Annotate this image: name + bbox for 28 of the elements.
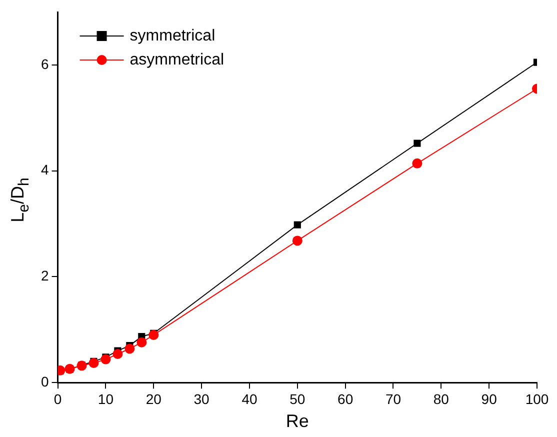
point xyxy=(414,140,421,147)
y-tick-label: 2 xyxy=(40,268,49,284)
x-tick-label: 90 xyxy=(481,390,498,407)
y-tick-label: 6 xyxy=(40,56,49,72)
point xyxy=(294,221,301,228)
x-tick-label: 80 xyxy=(433,390,450,407)
x-tick-label: 50 xyxy=(290,390,306,407)
point xyxy=(100,354,111,364)
point xyxy=(148,330,159,340)
point xyxy=(136,337,147,348)
x-tick-label: 100 xyxy=(525,390,549,407)
x-tick-label: 60 xyxy=(338,390,354,407)
legend-label: asymmetrical xyxy=(130,51,224,68)
x-axis-title: Re xyxy=(286,411,309,432)
x-tick-label: 70 xyxy=(385,390,402,407)
point xyxy=(412,158,422,168)
point xyxy=(124,344,135,354)
x-tick-label: 0 xyxy=(54,390,62,407)
x-tick-label: 20 xyxy=(146,390,162,407)
legend-label: symmetrical xyxy=(130,27,216,44)
y-tick-label: 0 xyxy=(40,373,49,390)
x-tick-label: 10 xyxy=(98,390,114,407)
point xyxy=(292,236,302,246)
y-tick-label: 4 xyxy=(40,162,49,178)
x-tick-label: 30 xyxy=(194,390,210,407)
point xyxy=(88,358,99,368)
point xyxy=(112,349,123,360)
x-tick-label: 40 xyxy=(242,390,258,407)
